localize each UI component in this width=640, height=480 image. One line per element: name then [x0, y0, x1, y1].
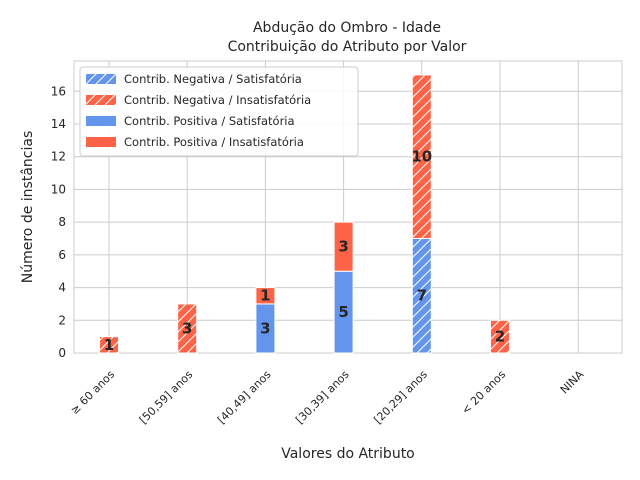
bar-value-label: 1: [260, 287, 270, 305]
x-tick-label: < 20 anos: [459, 368, 508, 417]
chart-subtitle: Contribuição do Atributo por Valor: [228, 39, 467, 55]
bar-value-label: 3: [260, 319, 270, 337]
x-axis-label: Valores do Atributo: [281, 446, 415, 462]
bar-value-label: 2: [495, 328, 505, 346]
y-tick-label: 12: [51, 150, 66, 164]
bar-hatch: [99, 336, 119, 353]
y-tick-label: 0: [58, 346, 66, 360]
legend-label: Contrib. Negativa / Insatisfatória: [124, 93, 311, 107]
bar-hatch: [490, 320, 510, 353]
x-tick-label: [50,59] anos: [137, 368, 196, 427]
bar-hatch: [412, 238, 432, 353]
legend-label: Contrib. Negativa / Satisfatória: [124, 72, 302, 86]
bar-segment: [333, 221, 354, 272]
bar-segment: [255, 287, 276, 305]
legend-swatch: [86, 137, 116, 147]
x-tick-label: [40,49] anos: [215, 368, 274, 427]
y-tick-label: 16: [51, 84, 66, 98]
bar-value-label: 3: [182, 319, 192, 337]
y-tick-label: 2: [58, 313, 66, 327]
y-tick-label: 10: [51, 182, 66, 196]
legend-swatch: [86, 116, 116, 126]
bar-value-label: 5: [338, 303, 348, 321]
x-tick-label: [20,29] anos: [371, 368, 430, 427]
legend-label: Contrib. Positiva / Insatisfatória: [124, 135, 304, 149]
legend-swatch-hatch: [86, 95, 116, 105]
bars: [99, 74, 510, 354]
x-tick-label: NINA: [558, 368, 587, 397]
legend-box: [79, 66, 359, 157]
y-tick-labels: 0 2 4 6 8 10 12 14 16: [51, 84, 66, 360]
y-axis-label: Número de instâncias: [20, 131, 36, 283]
legend: Contrib. Negativa / Satisfatória Contrib.…: [79, 66, 359, 157]
bar-hatch: [412, 74, 432, 239]
x-tick-label: ≥ 60 anos: [68, 368, 117, 417]
x-tick-labels: ≥ 60 anos [50,59] anos [40,49] anos [30,39]…: [68, 368, 587, 427]
bar-hatch: [177, 303, 197, 353]
bar-value-label: 10: [411, 148, 432, 166]
legend-label: Contrib. Positiva / Satisfatória: [124, 114, 295, 128]
y-tick-label: 4: [58, 281, 66, 295]
bar-labels: 1 3 3 1 5 3 7 10 2: [104, 148, 505, 354]
chart-title: Abdução do Ombro - Idade: [253, 20, 441, 36]
bar-value-label: 1: [104, 336, 114, 354]
bar-value-label: 7: [417, 287, 427, 305]
legend-swatch-hatch: [86, 74, 116, 84]
y-tick-label: 14: [51, 117, 66, 131]
bar-value-label: 3: [338, 238, 348, 256]
y-tick-label: 6: [58, 248, 66, 262]
y-tick-label: 8: [58, 215, 66, 229]
x-tick-label: [30,39] anos: [293, 368, 352, 427]
